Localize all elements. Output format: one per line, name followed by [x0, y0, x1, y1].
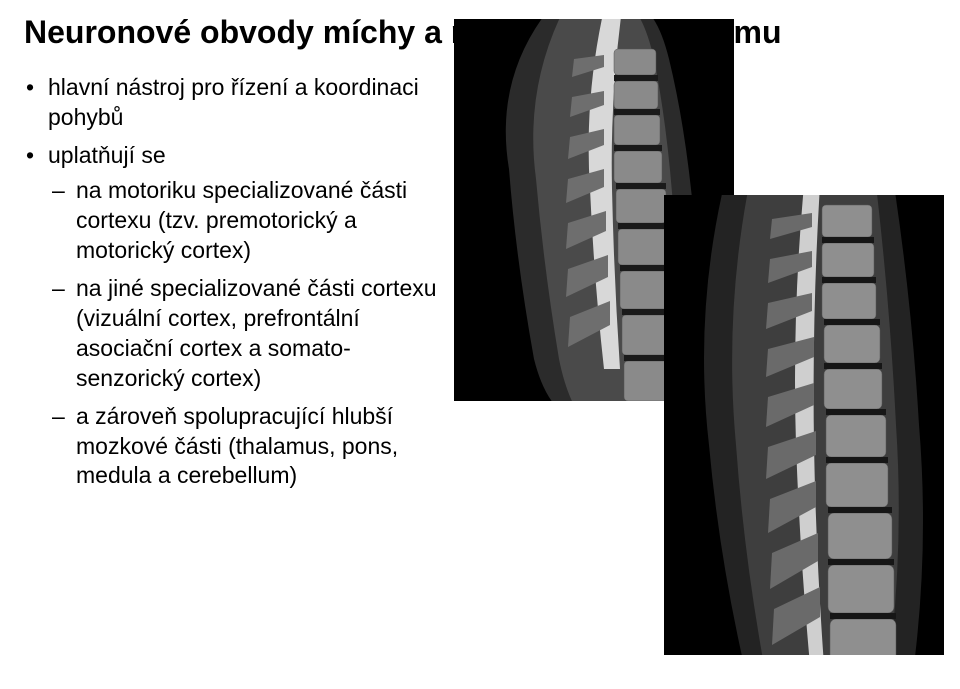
- sub-bullet-list: na motoriku specializované části cortexu…: [48, 176, 442, 491]
- sub-bullet-text: na motoriku specializované části cortexu…: [76, 177, 407, 263]
- content-row: hlavní nástroj pro řízení a koordinaci p…: [24, 73, 936, 500]
- mri-thoracolumbar-svg: [664, 195, 944, 655]
- image-column: [454, 73, 936, 500]
- sub-bullet-item: na motoriku specializované části cortexu…: [48, 176, 442, 266]
- text-column: hlavní nástroj pro řízení a koordinaci p…: [24, 73, 454, 500]
- bullet-list: hlavní nástroj pro řízení a koordinaci p…: [24, 73, 442, 492]
- sub-bullet-text: na jiné specializované části cortexu (vi…: [76, 275, 437, 391]
- mri-thoracolumbar-image: [664, 195, 944, 655]
- sub-bullet-item: na jiné specializované části cortexu (vi…: [48, 274, 442, 394]
- sub-bullet-text: a zároveň spolupracující hlubší mozkové …: [76, 403, 398, 489]
- sub-bullet-item: a zároveň spolupracující hlubší mozkové …: [48, 402, 442, 492]
- bullet-text: uplatňují se: [48, 142, 166, 168]
- bullet-text: hlavní nástroj pro řízení a koordinaci p…: [48, 74, 419, 130]
- slide: Neuronové obvody míchy a motorického sys…: [0, 0, 960, 689]
- bullet-item: hlavní nástroj pro řízení a koordinaci p…: [24, 73, 442, 133]
- bullet-item: uplatňují se na motoriku specializované …: [24, 141, 442, 492]
